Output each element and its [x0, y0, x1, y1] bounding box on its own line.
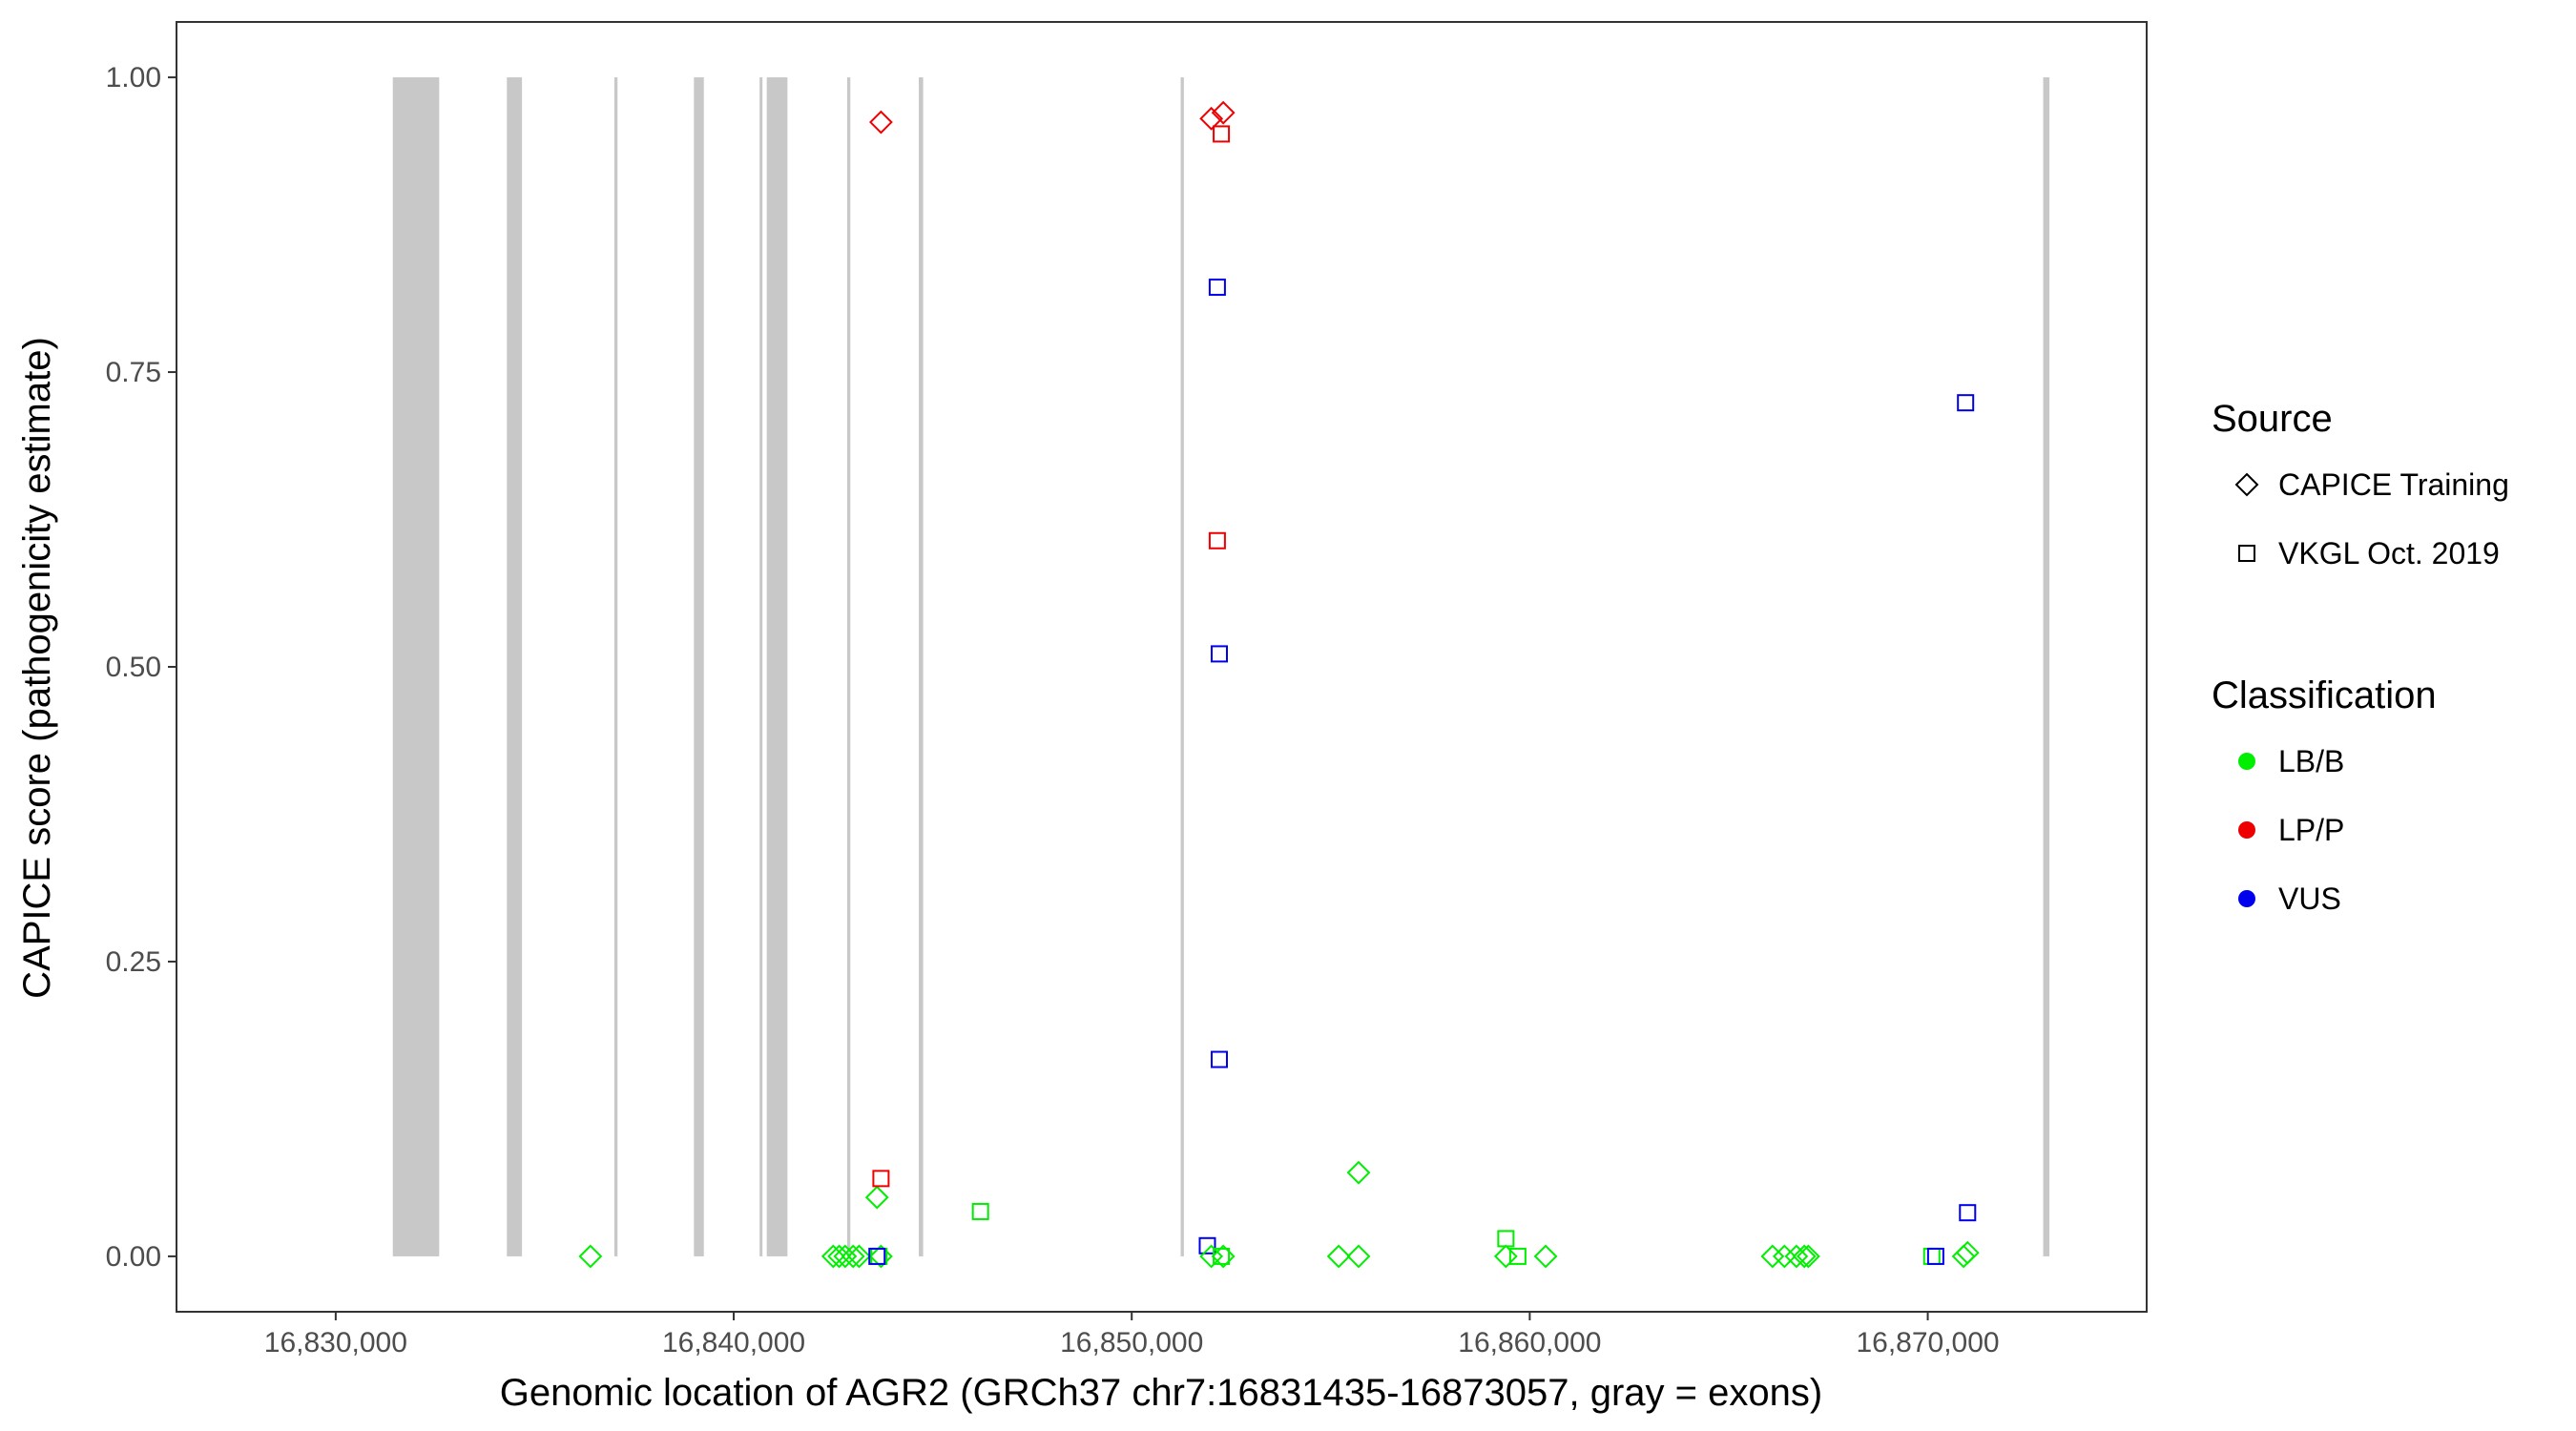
exon-layer: [392, 77, 2050, 1256]
x-axis: 16,830,000 16,840,000 16,850,000 16,860,000…: [264, 1312, 2000, 1358]
x-tick-label: 16,840,000: [662, 1327, 805, 1358]
data-point-square: [1508, 1247, 1527, 1265]
data-point-diamond: [1199, 1244, 1224, 1269]
exon-band: [392, 77, 440, 1256]
data-point-square: [1959, 1204, 1977, 1222]
plot-panel: [177, 22, 2147, 1312]
data-point-square: [1208, 531, 1226, 550]
data-point-square: [1198, 1236, 1216, 1255]
data-point-diamond: [1792, 1244, 1817, 1269]
data-point-square: [1210, 1050, 1228, 1068]
legend-square-key: [2238, 545, 2255, 562]
y-tick-label: 0.75: [106, 357, 161, 388]
data-point-diamond: [578, 1244, 603, 1269]
data-point-square: [1957, 394, 1975, 412]
legend-color-key: [2238, 821, 2255, 839]
data-point-diamond: [1493, 1244, 1518, 1269]
data-point-diamond: [1760, 1244, 1785, 1269]
y-tick-label: 0.50: [106, 652, 161, 683]
legend-color-key: [2238, 890, 2255, 907]
exon-band: [1180, 77, 1184, 1256]
data-point-square: [1213, 1247, 1231, 1265]
data-point-diamond: [1346, 1244, 1371, 1269]
exon-band: [846, 77, 851, 1256]
data-point-diamond: [1784, 1244, 1809, 1269]
data-point-square: [1208, 279, 1226, 297]
data-point-diamond: [868, 1244, 893, 1269]
data-point-diamond: [821, 1244, 845, 1269]
data-point-diamond: [1326, 1244, 1351, 1269]
data-point-diamond: [1346, 1160, 1371, 1185]
data-point-square: [1213, 125, 1231, 143]
exon-band: [694, 77, 704, 1256]
x-tick-label: 16,850,000: [1060, 1327, 1203, 1358]
y-tick-label: 0.25: [106, 946, 161, 978]
y-axis: 0.00 0.25 0.50 0.75 1.00: [106, 62, 177, 1273]
y-axis-title: CAPICE score (pathogenicity estimate): [16, 337, 58, 999]
data-point-diamond: [1211, 100, 1236, 125]
data-point-square: [1210, 645, 1228, 663]
legend-source-label: CAPICE Training: [2278, 467, 2509, 502]
x-tick-label: 16,860,000: [1458, 1327, 1601, 1358]
legend-diamond-key: [2234, 472, 2259, 497]
data-point-diamond: [864, 1185, 889, 1210]
data-point-diamond: [1199, 106, 1224, 131]
data-point-square: [868, 1247, 886, 1265]
data-point-diamond: [847, 1244, 871, 1269]
data-point-diamond: [1955, 1240, 1980, 1265]
data-point-diamond: [841, 1244, 865, 1269]
y-tick-label: 0.00: [106, 1241, 161, 1273]
data-point-square: [872, 1170, 890, 1188]
exon-band: [766, 77, 788, 1256]
legend-source-entries: CAPICE Training VKGL Oct. 2019: [2234, 467, 2509, 570]
data-point-diamond: [1796, 1244, 1820, 1269]
legend-color-key: [2238, 753, 2255, 770]
y-tick-label: 1.00: [106, 62, 161, 93]
legend-class-label: VUS: [2278, 881, 2341, 916]
legend-source-title: Source: [2212, 398, 2333, 440]
x-axis-title: Genomic location of AGR2 (GRCh37 chr7:16…: [500, 1372, 1822, 1414]
data-point-diamond: [868, 110, 893, 135]
data-point-square: [971, 1202, 989, 1220]
legend-class-label: LB/B: [2278, 744, 2344, 778]
point-layer: [578, 100, 1980, 1269]
exon-band: [919, 77, 924, 1256]
legend-classification-title: Classification: [2212, 674, 2437, 716]
exon-band: [613, 77, 618, 1256]
legend-class-label: LP/P: [2278, 813, 2344, 847]
data-point-diamond: [1772, 1244, 1797, 1269]
legend: Source CAPICE Training VKGL Oct. 2019 Cla…: [2212, 398, 2509, 916]
exon-band: [759, 77, 763, 1256]
exon-band: [507, 77, 523, 1256]
x-tick-label: 16,830,000: [264, 1327, 407, 1358]
legend-class-entries: LB/B LP/P VUS: [2238, 744, 2344, 916]
x-tick-label: 16,870,000: [1856, 1327, 1999, 1358]
data-point-diamond: [1211, 1244, 1236, 1269]
legend-source-label: VKGL Oct. 2019: [2278, 536, 2500, 570]
exon-band: [2043, 77, 2050, 1256]
data-point-square: [1926, 1247, 1944, 1265]
data-point-diamond: [1533, 1244, 1558, 1269]
